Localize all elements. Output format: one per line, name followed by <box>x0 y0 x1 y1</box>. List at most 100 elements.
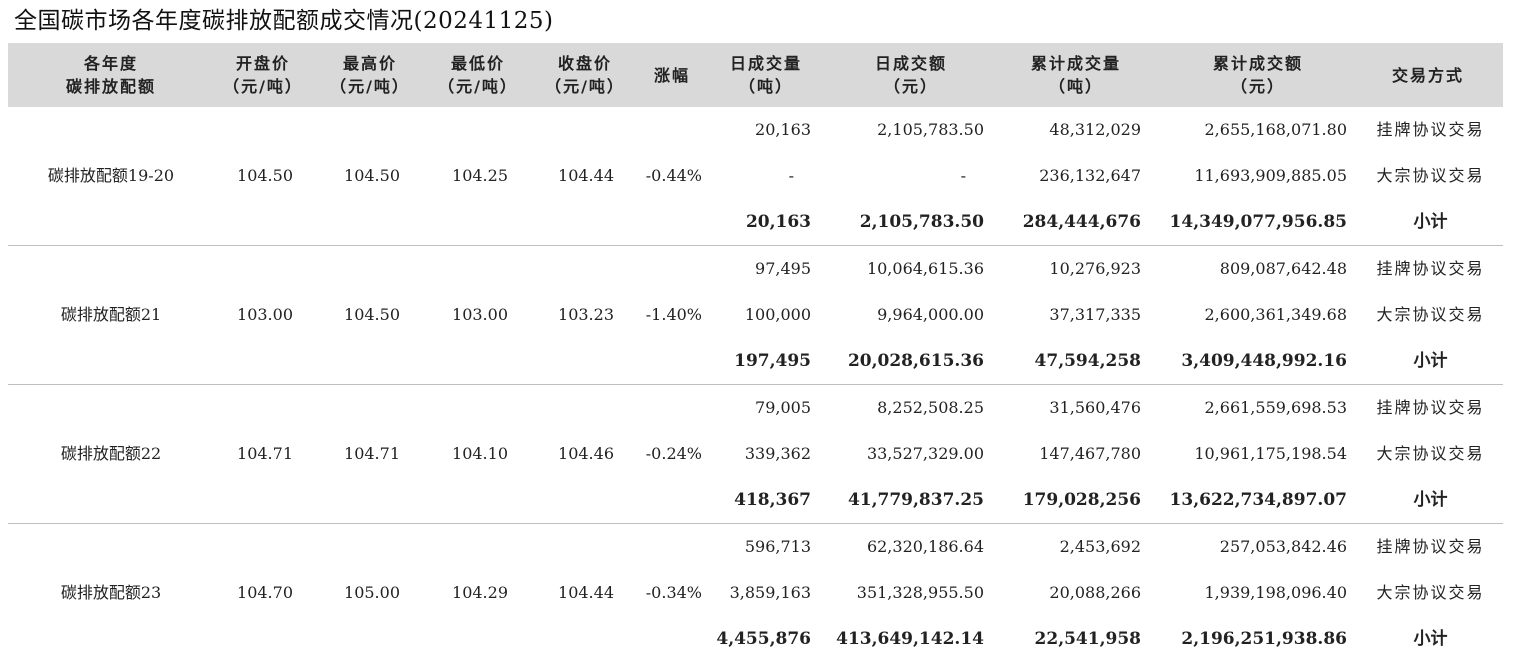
low-price: 104.29 <box>452 583 508 602</box>
header-daily-volume-line1: 日成交量 <box>729 54 802 73</box>
subtotal-daily-volume: 20,163 <box>745 212 811 232</box>
subtotal-label: 小计 <box>1413 490 1448 510</box>
cumulative-volume: 31,560,476 <box>1049 398 1141 417</box>
trade-method: 挂牌协议交易 <box>1376 259 1485 278</box>
close-price: 103.23 <box>558 305 614 324</box>
subtotal-daily-volume: 418,367 <box>734 490 811 510</box>
subtotal-cumulative-amount: 3,409,448,992.16 <box>1181 351 1347 371</box>
trade-method: 挂牌协议交易 <box>1376 120 1485 139</box>
allowance-group: 碳排放配额22 104.71 104.71 104.10 104.46 -0.2… <box>8 385 1503 524</box>
header-cumulative-amount-line1: 累计成交额 <box>1212 54 1303 73</box>
trade-method: 挂牌协议交易 <box>1376 398 1485 417</box>
header-cumulative-amount: 累计成交额 （元） <box>1193 43 1323 107</box>
header-allowance-line1: 各年度 <box>83 54 138 73</box>
daily-volume: 97,495 <box>755 259 811 278</box>
daily-amount: 2,105,783.50 <box>877 120 984 139</box>
header-high: 最高价 （元/吨） <box>320 43 420 107</box>
daily-volume: 596,713 <box>744 537 811 556</box>
header-allowance: 各年度 碳排放配额 <box>26 43 196 107</box>
subtotal-daily-amount: 2,105,783.50 <box>859 212 984 232</box>
cumulative-volume: 147,467,780 <box>1039 444 1141 463</box>
cumulative-volume: 48,312,029 <box>1049 120 1141 139</box>
high-price: 105.00 <box>344 583 400 602</box>
open-price: 104.50 <box>237 166 293 185</box>
change-pct: -0.44% <box>645 166 702 185</box>
header-open: 开盘价 （元/吨） <box>213 43 313 107</box>
subtotal-label: 小计 <box>1413 212 1448 232</box>
close-price: 104.44 <box>558 583 614 602</box>
daily-amount: 351,328,955.50 <box>856 583 984 602</box>
daily-volume: 79,005 <box>755 398 811 417</box>
cumulative-amount: 2,655,168,071.80 <box>1204 120 1348 139</box>
open-price: 104.71 <box>237 444 293 463</box>
cumulative-amount: 10,961,175,198.54 <box>1194 444 1347 463</box>
cumulative-amount: 2,661,559,698.53 <box>1204 398 1348 417</box>
header-daily-amount-line2: （元） <box>883 77 938 96</box>
trade-method: 大宗协议交易 <box>1376 444 1485 463</box>
low-price: 104.10 <box>452 444 508 463</box>
allowance-group: 碳排放配额21 103.00 104.50 103.00 103.23 -1.4… <box>8 246 1503 385</box>
daily-amount: 9,964,000.00 <box>877 305 984 324</box>
low-price: 103.00 <box>452 305 508 324</box>
header-allowance-line2: 碳排放配额 <box>65 77 156 96</box>
header-trade-method: 交易方式 <box>1373 43 1483 107</box>
subtotal-label: 小计 <box>1413 351 1448 371</box>
subtotal-daily-amount: 413,649,142.14 <box>836 629 984 649</box>
header-cumulative-volume: 累计成交量 （吨） <box>1011 43 1141 107</box>
allowance-name: 碳排放配额22 <box>60 444 162 463</box>
daily-amount: 10,064,615.36 <box>866 259 984 278</box>
subtotal-daily-amount: 20,028,615.36 <box>847 351 984 371</box>
change-pct: -1.40% <box>645 305 702 324</box>
header-trade-method-line1: 交易方式 <box>1391 65 1464 85</box>
subtotal-cumulative-volume: 47,594,258 <box>1034 351 1141 371</box>
cumulative-amount: 11,693,909,885.05 <box>1194 166 1347 185</box>
header-daily-volume: 日成交量 （吨） <box>716 43 816 107</box>
allowance-trade-table: 各年度 碳排放配额 开盘价 （元/吨） 最高价 （元/吨） 最低价 （元/吨） … <box>8 43 1503 662</box>
subtotal-cumulative-amount: 2,196,251,938.86 <box>1181 629 1347 649</box>
header-daily-volume-line2: （吨） <box>738 77 793 96</box>
header-low: 最低价 （元/吨） <box>428 43 528 107</box>
allowance-group: 碳排放配额23 104.70 105.00 104.29 104.44 -0.3… <box>8 524 1503 662</box>
header-daily-amount-line1: 日成交额 <box>874 54 947 73</box>
change-pct: -0.24% <box>645 444 702 463</box>
cumulative-amount: 2,600,361,349.68 <box>1204 305 1348 324</box>
header-high-line2: （元/吨） <box>330 77 410 96</box>
close-price: 104.44 <box>558 166 614 185</box>
daily-amount: - <box>960 166 966 185</box>
cumulative-volume: 236,132,647 <box>1039 166 1141 185</box>
cumulative-volume: 10,276,923 <box>1049 259 1141 278</box>
daily-volume: 339,362 <box>744 444 811 463</box>
high-price: 104.50 <box>344 305 400 324</box>
trade-method: 大宗协议交易 <box>1376 305 1485 324</box>
subtotal-cumulative-volume: 284,444,676 <box>1022 212 1141 232</box>
header-high-line1: 最高价 <box>342 54 397 73</box>
header-close: 收盘价 （元/吨） <box>535 43 635 107</box>
trade-method: 大宗协议交易 <box>1376 166 1485 185</box>
subtotal-cumulative-volume: 22,541,958 <box>1034 629 1141 649</box>
allowance-name: 碳排放配额23 <box>60 583 162 602</box>
close-price: 104.46 <box>558 444 614 463</box>
header-close-line2: （元/吨） <box>545 77 625 96</box>
subtotal-cumulative-amount: 14,349,077,956.85 <box>1169 212 1347 232</box>
page-title: 全国碳市场各年度碳排放配额成交情况(20241125) <box>14 8 554 34</box>
allowance-name: 碳排放配额21 <box>60 305 162 324</box>
daily-volume: 20,163 <box>755 120 811 139</box>
daily-volume: 3,859,163 <box>729 583 811 602</box>
header-cumulative-volume-line1: 累计成交量 <box>1030 54 1121 73</box>
cumulative-amount: 1,939,198,096.40 <box>1204 583 1348 602</box>
subtotal-daily-amount: 41,779,837.25 <box>847 490 984 510</box>
daily-amount: 8,252,508.25 <box>877 398 984 417</box>
cumulative-amount: 257,053,842.46 <box>1219 537 1347 556</box>
table-header: 各年度 碳排放配额 开盘价 （元/吨） 最高价 （元/吨） 最低价 （元/吨） … <box>8 43 1503 107</box>
trade-method: 挂牌协议交易 <box>1376 537 1485 556</box>
open-price: 104.70 <box>237 583 293 602</box>
allowance-name: 碳排放配额19-20 <box>47 166 175 185</box>
daily-volume: 100,000 <box>744 305 811 324</box>
header-cumulative-amount-line2: （元） <box>1230 77 1285 96</box>
low-price: 104.25 <box>452 166 508 185</box>
cumulative-volume: 2,453,692 <box>1059 537 1141 556</box>
high-price: 104.50 <box>344 166 400 185</box>
cumulative-volume: 37,317,335 <box>1049 305 1141 324</box>
header-low-line2: （元/吨） <box>438 77 518 96</box>
daily-volume: - <box>788 166 794 185</box>
